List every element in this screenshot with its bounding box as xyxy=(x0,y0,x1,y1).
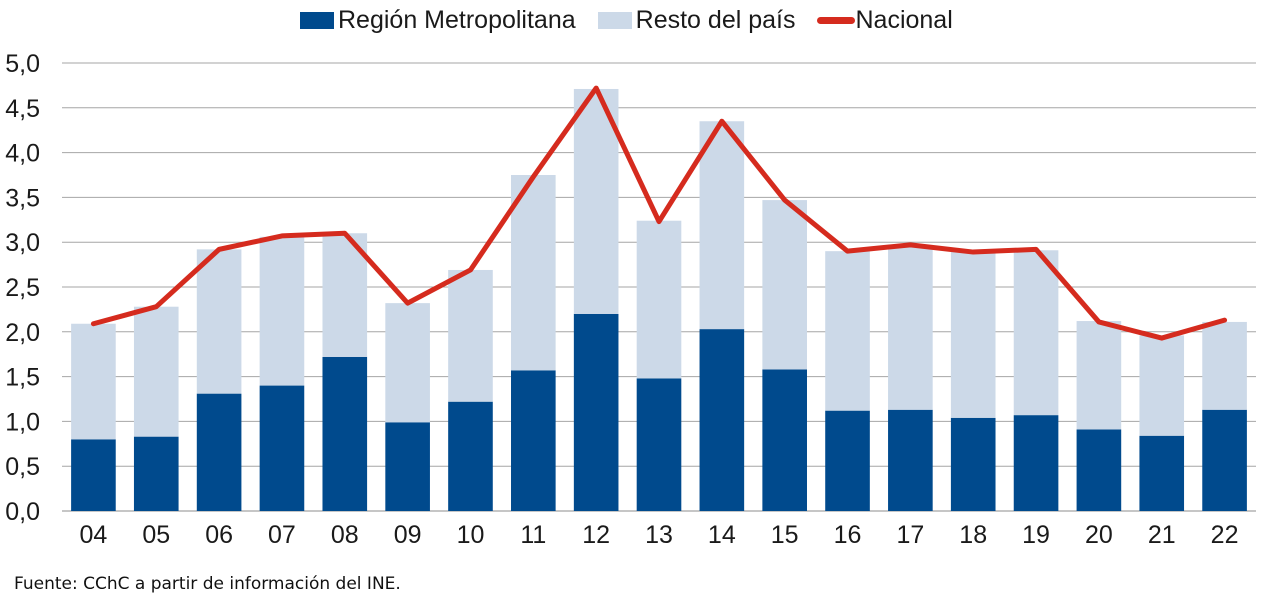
x-tick-label: 15 xyxy=(771,521,799,549)
bar-resto-del-pais xyxy=(573,88,619,314)
x-tick-label: 11 xyxy=(520,521,546,549)
bar-resto-del-pais xyxy=(322,233,368,357)
y-tick-label: 4,0 xyxy=(5,140,40,168)
x-tick-label: 06 xyxy=(205,521,233,549)
y-tick-label: 5,0 xyxy=(5,50,40,78)
bar-resto-del-pais xyxy=(133,306,179,437)
x-tick-label: 07 xyxy=(268,521,296,549)
y-tick-label: 2,5 xyxy=(5,274,40,302)
y-axis-ticks: 0,0 0,5 1,0 1,5 2,0 2,5 3,0 3,5 4,0 4,5 5,0 xyxy=(5,50,40,526)
bar-resto-del-pais xyxy=(1076,321,1122,430)
bar-resto-del-pais xyxy=(259,236,305,386)
x-tick-label: 04 xyxy=(80,521,108,549)
x-tick-label: 21 xyxy=(1148,521,1176,549)
x-tick-label: 22 xyxy=(1211,521,1239,549)
bar-region-metropolitana xyxy=(385,422,430,511)
bar-resto-del-pais xyxy=(1202,321,1247,410)
x-tick-label: 18 xyxy=(959,521,987,549)
bar-resto-del-pais xyxy=(1013,250,1059,416)
x-tick-label: 14 xyxy=(708,521,736,549)
y-tick-label: 3,0 xyxy=(5,229,40,257)
y-tick-label: 1,0 xyxy=(5,408,40,436)
bar-resto-del-pais xyxy=(825,251,870,411)
bar-resto-del-pais xyxy=(636,220,682,379)
legend-swatch-region-metropolitana xyxy=(300,12,334,29)
x-tick-label: 16 xyxy=(834,521,862,549)
bar-region-metropolitana xyxy=(1139,435,1185,511)
bar-region-metropolitana xyxy=(196,393,242,511)
bar-region-metropolitana xyxy=(511,370,556,511)
bar-region-metropolitana xyxy=(448,401,493,511)
bar-resto-del-pais xyxy=(448,269,493,402)
legend-item-nacional: Nacional xyxy=(817,6,953,35)
bar-region-metropolitana xyxy=(636,378,682,511)
bar-region-metropolitana xyxy=(71,439,116,511)
bars xyxy=(71,88,1247,511)
y-tick-label: 1,5 xyxy=(5,364,40,392)
x-tick-label: 05 xyxy=(142,521,170,549)
legend: Región Metropolitana Resto del país Naci… xyxy=(300,6,975,35)
x-tick-label: 13 xyxy=(645,521,673,549)
legend-item-resto-del-pais: Resto del país xyxy=(597,6,796,35)
bar-resto-del-pais xyxy=(1139,335,1185,436)
bar-region-metropolitana xyxy=(259,385,305,511)
bar-resto-del-pais xyxy=(71,323,116,440)
y-tick-label: 0,0 xyxy=(5,498,40,526)
bar-resto-del-pais xyxy=(196,249,242,394)
legend-item-region-metropolitana: Región Metropolitana xyxy=(300,6,576,35)
bar-region-metropolitana xyxy=(1202,409,1247,511)
x-tick-label: 09 xyxy=(394,521,422,549)
x-tick-label: 20 xyxy=(1085,521,1113,549)
legend-swatch-resto-del-pais xyxy=(597,12,632,29)
bar-region-metropolitana xyxy=(699,329,745,511)
bar-region-metropolitana xyxy=(888,409,933,511)
bar-region-metropolitana xyxy=(1013,415,1059,511)
bar-region-metropolitana xyxy=(133,436,179,511)
bar-resto-del-pais xyxy=(385,303,430,423)
legend-label-resto-del-pais: Resto del país xyxy=(635,6,796,34)
source-note: Fuente: CChC a partir de información del… xyxy=(14,574,401,594)
bar-resto-del-pais xyxy=(888,246,933,410)
x-tick-label: 19 xyxy=(1022,521,1050,549)
bar-region-metropolitana xyxy=(1076,429,1122,511)
y-tick-label: 2,0 xyxy=(5,319,40,347)
x-tick-label: 10 xyxy=(457,521,485,549)
bar-resto-del-pais xyxy=(699,121,745,330)
bar-region-metropolitana xyxy=(825,410,870,511)
x-axis-ticks: 04 05 06 07 08 09 10 11 12 13 14 15 16 17 18 19 20 21 22 xyxy=(80,521,1239,549)
legend-label-nacional: Nacional xyxy=(855,6,953,34)
bar-resto-del-pais xyxy=(762,200,807,370)
y-tick-label: 0,5 xyxy=(5,453,40,481)
x-tick-label: 17 xyxy=(896,521,924,549)
bar-region-metropolitana xyxy=(573,313,619,511)
bar-resto-del-pais xyxy=(511,175,556,371)
y-tick-label: 4,5 xyxy=(5,95,40,123)
bar-region-metropolitana xyxy=(950,417,996,511)
bar-region-metropolitana xyxy=(762,369,807,511)
bar-region-metropolitana xyxy=(322,356,368,511)
nacional-line-group xyxy=(90,85,1228,341)
y-tick-label: 3,5 xyxy=(5,184,40,212)
legend-label-region-metropolitana: Región Metropolitana xyxy=(338,6,576,34)
bar-resto-del-pais xyxy=(950,251,996,418)
x-tick-label: 12 xyxy=(582,521,610,549)
x-tick-label: 08 xyxy=(331,521,359,549)
legend-swatch-nacional xyxy=(817,17,856,24)
